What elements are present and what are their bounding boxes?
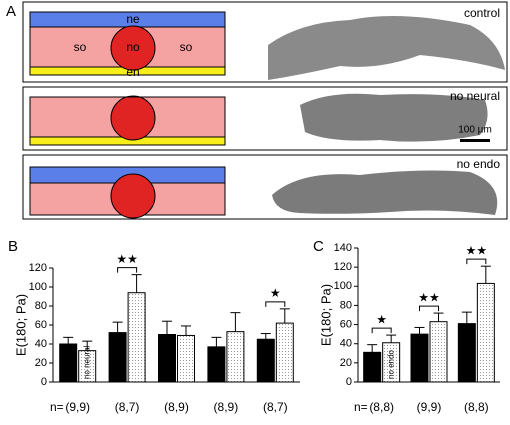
x-tick-label: (8,7): [115, 400, 140, 414]
tissue-label: no: [126, 40, 140, 54]
y-axis-title: E(180; Pa): [318, 284, 333, 346]
bar: [127, 292, 146, 383]
significance-bracket: [371, 327, 392, 334]
significance: ★★: [116, 252, 138, 266]
y-axis-title: E(180; Pa): [13, 294, 28, 356]
significance: ★: [270, 286, 281, 300]
bar: [177, 334, 195, 383]
panel-label: B: [8, 238, 18, 255]
caption: no endo: [457, 157, 501, 171]
significance-bracket: [117, 267, 138, 273]
bar: [207, 346, 226, 383]
y-tick-label: 60: [35, 319, 47, 331]
y-tick-label: 40: [35, 338, 47, 350]
x-tick-label: (9,9): [417, 400, 442, 414]
x-tick-label: (8,8): [464, 400, 489, 414]
bar: [226, 331, 245, 383]
series-label: no neural: [82, 345, 91, 379]
panel-label: A: [6, 3, 16, 20]
series-label: control: [63, 355, 72, 379]
row-frame: [22, 154, 508, 220]
y-tick-label: 140: [334, 242, 352, 254]
bar: [476, 282, 495, 383]
y-tick-label: 60: [340, 318, 352, 330]
significance: ★★: [466, 243, 488, 257]
y-tick-label: 20: [340, 357, 352, 369]
panel-label: C: [313, 238, 324, 255]
bar: [457, 323, 476, 383]
bar: [275, 322, 294, 383]
y-tick-label: 0: [346, 376, 352, 388]
outline: [29, 96, 226, 146]
y-tick-label: 20: [35, 357, 47, 369]
bar: [256, 338, 275, 383]
x-tick-label: (8,9): [164, 400, 189, 414]
bar: [78, 350, 97, 383]
tissue-label: so: [180, 40, 193, 54]
notochord: [110, 25, 156, 71]
series-label: no endo: [386, 350, 395, 379]
n-label: n=: [50, 400, 64, 414]
significance-bracket: [419, 305, 439, 312]
micrograph: [272, 170, 498, 215]
tissue-label: so: [74, 40, 87, 54]
bar: [158, 334, 176, 383]
bar: [410, 333, 429, 383]
notochord: [110, 95, 156, 141]
y-tick-label: 80: [35, 300, 47, 312]
y-tick-label: 100: [29, 281, 47, 293]
significance-bracket: [466, 258, 487, 265]
x-tick-label: (8,7): [263, 400, 288, 414]
notochord: [110, 173, 156, 219]
y-tick-label: 120: [29, 262, 47, 274]
bar: [429, 321, 448, 383]
x-tick-label: (8,9): [214, 400, 239, 414]
significance-bracket: [265, 301, 286, 307]
tissue-label: en: [126, 65, 139, 79]
significance: ★: [376, 312, 387, 326]
panel-a: A ne so no so en control no neural no en…: [6, 1, 508, 220]
series-label: control: [367, 355, 376, 379]
n-label: n=: [354, 400, 368, 414]
bar: [363, 351, 382, 383]
y-tick-label: 40: [340, 338, 352, 350]
significance: ★★: [418, 290, 440, 304]
caption: no neural: [450, 89, 500, 103]
scale-label: 100 µm: [458, 125, 492, 136]
scale-bar: [460, 139, 490, 142]
row-frame: [22, 86, 508, 151]
x-tick-label: (9,9): [65, 400, 90, 414]
y-tick-label: 80: [340, 299, 352, 311]
bar: [108, 332, 127, 383]
micrograph: [300, 93, 488, 142]
micrograph: [268, 16, 505, 80]
y-tick-label: 120: [334, 261, 352, 273]
x-tick-label: (8,8): [369, 400, 394, 414]
bar: [59, 343, 78, 383]
bar: [382, 342, 401, 383]
caption: control: [464, 6, 500, 20]
row-frame: [22, 1, 508, 83]
y-tick-label: 100: [334, 280, 352, 292]
tissue-label: ne: [126, 12, 140, 26]
y-tick-label: 0: [41, 376, 47, 388]
